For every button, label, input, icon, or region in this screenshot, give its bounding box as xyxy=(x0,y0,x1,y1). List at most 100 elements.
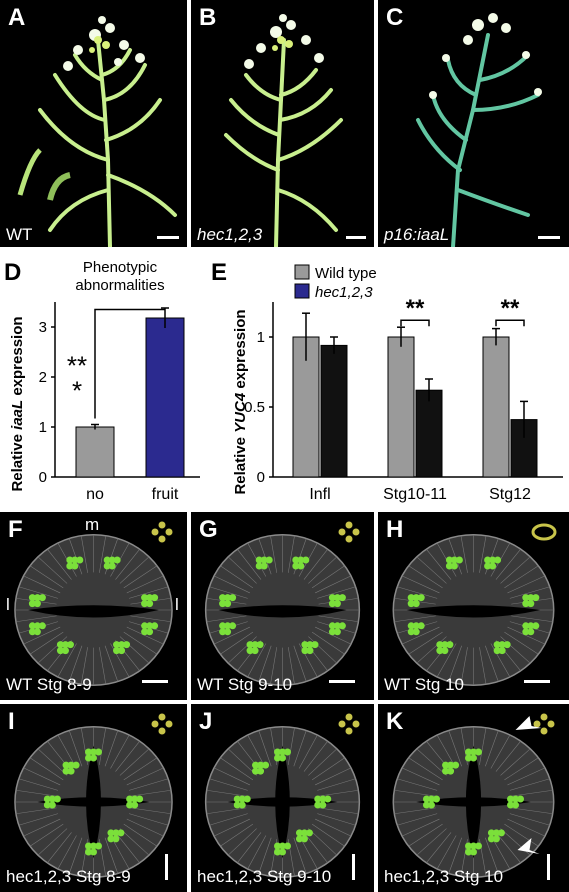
gfp-nucleus xyxy=(412,600,420,608)
cell-wall xyxy=(119,636,150,664)
chart-d-y-tick-label: 3 xyxy=(39,319,47,336)
gfp-nucleus xyxy=(62,761,70,769)
gfp-nucleus xyxy=(333,594,341,602)
cell-wall xyxy=(401,767,440,786)
gfp-nucleus xyxy=(33,600,41,608)
cell-wall xyxy=(206,615,247,623)
gfp-nucleus xyxy=(118,641,126,649)
cell-wall xyxy=(479,535,487,573)
gfp-nucleus xyxy=(333,600,341,608)
gfp-nucleus xyxy=(95,842,102,850)
gfp-nucleus xyxy=(141,594,149,602)
cell-wall xyxy=(126,818,164,837)
chart-d: D Phenotypic abnormalities Relative iaaL… xyxy=(4,259,200,503)
gfp-nucleus xyxy=(66,556,74,564)
cell-wall xyxy=(37,828,68,856)
chart-e-significance-bracket xyxy=(400,319,430,327)
panel-c: C p16:iaaL xyxy=(378,0,569,247)
chart-e-panel-label: E xyxy=(211,259,227,286)
gfp-nucleus xyxy=(450,556,458,564)
cell-wall xyxy=(495,832,521,864)
cell-wall xyxy=(408,631,443,655)
cell-wall xyxy=(130,807,172,815)
cell-wall xyxy=(119,828,150,856)
cell-wall xyxy=(220,823,254,847)
chart-d-panel-label: D xyxy=(4,259,21,286)
cell-wall xyxy=(258,645,272,682)
panel-h-scale-bar xyxy=(524,680,550,683)
chart-d-significance-bracket xyxy=(94,308,165,419)
cell-wall xyxy=(237,548,262,580)
cell-wall xyxy=(416,828,447,856)
cell-wall xyxy=(126,626,164,645)
chart-d-bar-fruit xyxy=(145,317,185,478)
cell-wall xyxy=(500,748,531,776)
gfp-nucleus xyxy=(62,767,70,775)
gfp-nucleus xyxy=(274,748,281,756)
panel-h-micrograph xyxy=(392,523,557,686)
chart-e-legend: Wild type hec1,2,3 xyxy=(294,264,377,301)
medial-annotation: m xyxy=(85,515,100,534)
panel-j-micrograph xyxy=(204,713,361,878)
arrow-icon-top xyxy=(515,716,542,730)
gfp-nucleus xyxy=(103,556,111,564)
cell-wall xyxy=(99,727,107,765)
cell-wall xyxy=(485,730,499,767)
gfp-nucleus xyxy=(445,556,453,564)
cell-wall xyxy=(23,767,61,786)
gfp-nucleus xyxy=(470,748,477,756)
gfp-nucleus xyxy=(302,556,310,564)
gfp-nucleus xyxy=(452,761,460,769)
cell-wall xyxy=(511,807,553,815)
gfp-nucleus xyxy=(260,556,268,564)
cell-wall xyxy=(308,636,338,664)
chart-e-bar-Stg10-11-1 xyxy=(415,389,443,478)
gfp-nucleus xyxy=(76,556,84,564)
panel-k-label: K xyxy=(386,708,404,735)
cell-wall xyxy=(303,832,328,864)
cell-wall xyxy=(213,575,251,594)
chart-e-bar-Stg12-0 xyxy=(482,336,510,478)
cell-wall xyxy=(314,818,352,837)
cell-wall xyxy=(504,565,539,589)
gfp-nucleus xyxy=(417,622,425,630)
gfp-nucleus xyxy=(427,801,435,809)
gfp-nucleus xyxy=(292,556,300,564)
cell-wall xyxy=(401,626,440,645)
cell-wall xyxy=(448,730,462,767)
cell-wall xyxy=(314,767,352,786)
gfp-nucleus xyxy=(333,628,341,636)
gfp-nucleus xyxy=(38,594,46,602)
gfp-nucleus xyxy=(527,600,535,608)
cell-wall xyxy=(123,757,158,781)
cell-wall xyxy=(29,823,64,847)
gfp-nucleus xyxy=(470,842,477,850)
locule-cavity-2 xyxy=(416,797,531,807)
gfp-nucleus xyxy=(522,600,530,608)
panel-b: B hec1,2,3 xyxy=(191,0,374,247)
gfp-nucleus xyxy=(527,628,535,636)
chart-e-x-tick-label: Stg12 xyxy=(489,486,531,503)
cell-wall xyxy=(99,647,107,685)
chart-d-plot-area: 0 1 2 3 no fruit *** xyxy=(39,302,200,503)
gfp-nucleus xyxy=(442,761,450,769)
panel-j-label: J xyxy=(199,708,213,735)
gfp-nucleus xyxy=(465,754,472,762)
gfp-nucleus xyxy=(85,748,92,756)
locule-cavity xyxy=(218,605,347,618)
cell-wall xyxy=(104,645,119,682)
cell-wall xyxy=(401,575,440,594)
gfp-nucleus xyxy=(300,835,308,843)
gfp-nucleus xyxy=(123,641,131,649)
gfp-nucleus xyxy=(497,829,505,837)
gfp-nucleus xyxy=(498,647,506,655)
gfp-nucleus xyxy=(85,848,92,856)
gfp-nucleus xyxy=(141,628,149,636)
chart-e-x-tick-label: Stg10-11 xyxy=(383,486,447,503)
cell-wall xyxy=(314,626,352,645)
cell-wall xyxy=(448,837,462,874)
arrow-icon xyxy=(515,716,542,854)
panel-a-plant-image xyxy=(17,16,177,247)
gfp-nucleus xyxy=(527,594,535,602)
panel-h: H WT Stg 10 xyxy=(378,512,569,700)
